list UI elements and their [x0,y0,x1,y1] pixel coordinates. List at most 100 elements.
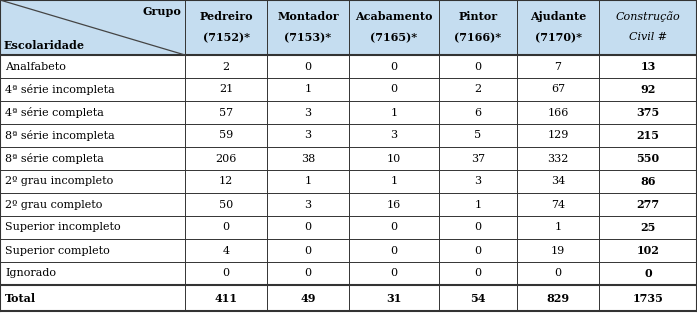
Text: 13: 13 [641,61,656,72]
Text: 49: 49 [300,293,316,303]
Text: Acabamento: Acabamento [355,11,433,23]
Bar [0,262,697,285]
Text: 92: 92 [641,84,656,95]
Bar [0,0,697,55]
Text: 19: 19 [551,245,565,255]
Text: (7165)*: (7165)* [370,32,418,44]
Text: 166: 166 [547,107,569,117]
Text: 8ª série completa: 8ª série completa [5,153,104,164]
Text: 0: 0 [222,268,229,279]
Text: 0: 0 [390,245,397,255]
Text: Superior incompleto: Superior incompleto [5,223,121,232]
Text: 0: 0 [644,268,652,279]
Text: Montador: Montador [277,11,339,23]
Text: Total: Total [5,293,36,303]
Text: 0: 0 [390,223,397,232]
Text: 3: 3 [475,176,482,186]
Text: Grupo: Grupo [142,6,181,17]
Text: Escolaridade: Escolaridade [4,40,85,51]
Text: 0: 0 [554,268,562,279]
Text: Pedreiro: Pedreiro [199,11,253,23]
Text: 0: 0 [305,268,312,279]
Text: 0: 0 [222,223,229,232]
Bar [0,239,697,262]
Text: 67: 67 [551,85,565,94]
Text: 411: 411 [215,293,238,303]
Text: 829: 829 [546,293,569,303]
Bar [0,170,697,193]
Text: 3: 3 [390,130,397,141]
Text: 8ª série incompleta: 8ª série incompleta [5,130,115,141]
Text: Superior completo: Superior completo [5,245,109,255]
Text: 0: 0 [390,85,397,94]
Text: 34: 34 [551,176,565,186]
Text: 215: 215 [636,130,659,141]
Text: 10: 10 [387,154,401,163]
Text: 5: 5 [475,130,482,141]
Text: Construção: Construção [615,12,680,23]
Text: 0: 0 [475,223,482,232]
Text: 16: 16 [387,199,401,210]
Text: 1: 1 [390,176,397,186]
Text: 0: 0 [475,268,482,279]
Text: 54: 54 [470,293,486,303]
Text: 31: 31 [386,293,401,303]
Bar [0,147,697,170]
Text: 37: 37 [471,154,485,163]
Text: 1: 1 [475,199,482,210]
Text: Analfabeto: Analfabeto [5,61,66,72]
Text: 0: 0 [390,61,397,72]
Text: (7170)*: (7170)* [535,32,581,44]
Text: 1: 1 [390,107,397,117]
Text: 6: 6 [475,107,482,117]
Text: Civil #: Civil # [629,32,667,43]
Text: 0: 0 [475,61,482,72]
Bar [0,124,697,147]
Text: 1: 1 [554,223,562,232]
Text: Ignorado: Ignorado [5,268,56,279]
Text: 277: 277 [636,199,659,210]
Bar [0,285,697,311]
Bar [0,78,697,101]
Text: 3: 3 [305,107,312,117]
Text: 0: 0 [475,245,482,255]
Text: 21: 21 [219,85,233,94]
Text: 12: 12 [219,176,233,186]
Bar [0,216,697,239]
Text: 4ª série incompleta: 4ª série incompleta [5,84,115,95]
Text: 0: 0 [305,61,312,72]
Text: 102: 102 [636,245,659,256]
Text: 0: 0 [305,223,312,232]
Text: 57: 57 [219,107,233,117]
Text: 550: 550 [636,153,659,164]
Text: Ajudante: Ajudante [530,11,586,23]
Text: 2: 2 [475,85,482,94]
Text: 332: 332 [547,154,569,163]
Text: 0: 0 [305,245,312,255]
Bar [0,193,697,216]
Text: (7166)*: (7166)* [454,32,502,44]
Text: 59: 59 [219,130,233,141]
Text: 3: 3 [305,199,312,210]
Text: 375: 375 [636,107,659,118]
Text: Pintor: Pintor [459,11,498,23]
Text: (7153)*: (7153)* [284,32,332,44]
Text: 3: 3 [305,130,312,141]
Text: 1735: 1735 [633,293,664,303]
Text: 206: 206 [215,154,237,163]
Text: 2º grau incompleto: 2º grau incompleto [5,176,113,186]
Text: 1: 1 [305,176,312,186]
Text: 7: 7 [555,61,562,72]
Text: 74: 74 [551,199,565,210]
Text: 0: 0 [390,268,397,279]
Text: 4: 4 [222,245,229,255]
Text: (7152)*: (7152)* [203,32,250,44]
Text: 2: 2 [222,61,229,72]
Text: 25: 25 [641,222,656,233]
Text: 38: 38 [301,154,315,163]
Bar [0,55,697,78]
Text: 2º grau completo: 2º grau completo [5,199,102,210]
Text: 4ª série completa: 4ª série completa [5,107,104,118]
Text: 1: 1 [305,85,312,94]
Text: 129: 129 [547,130,569,141]
